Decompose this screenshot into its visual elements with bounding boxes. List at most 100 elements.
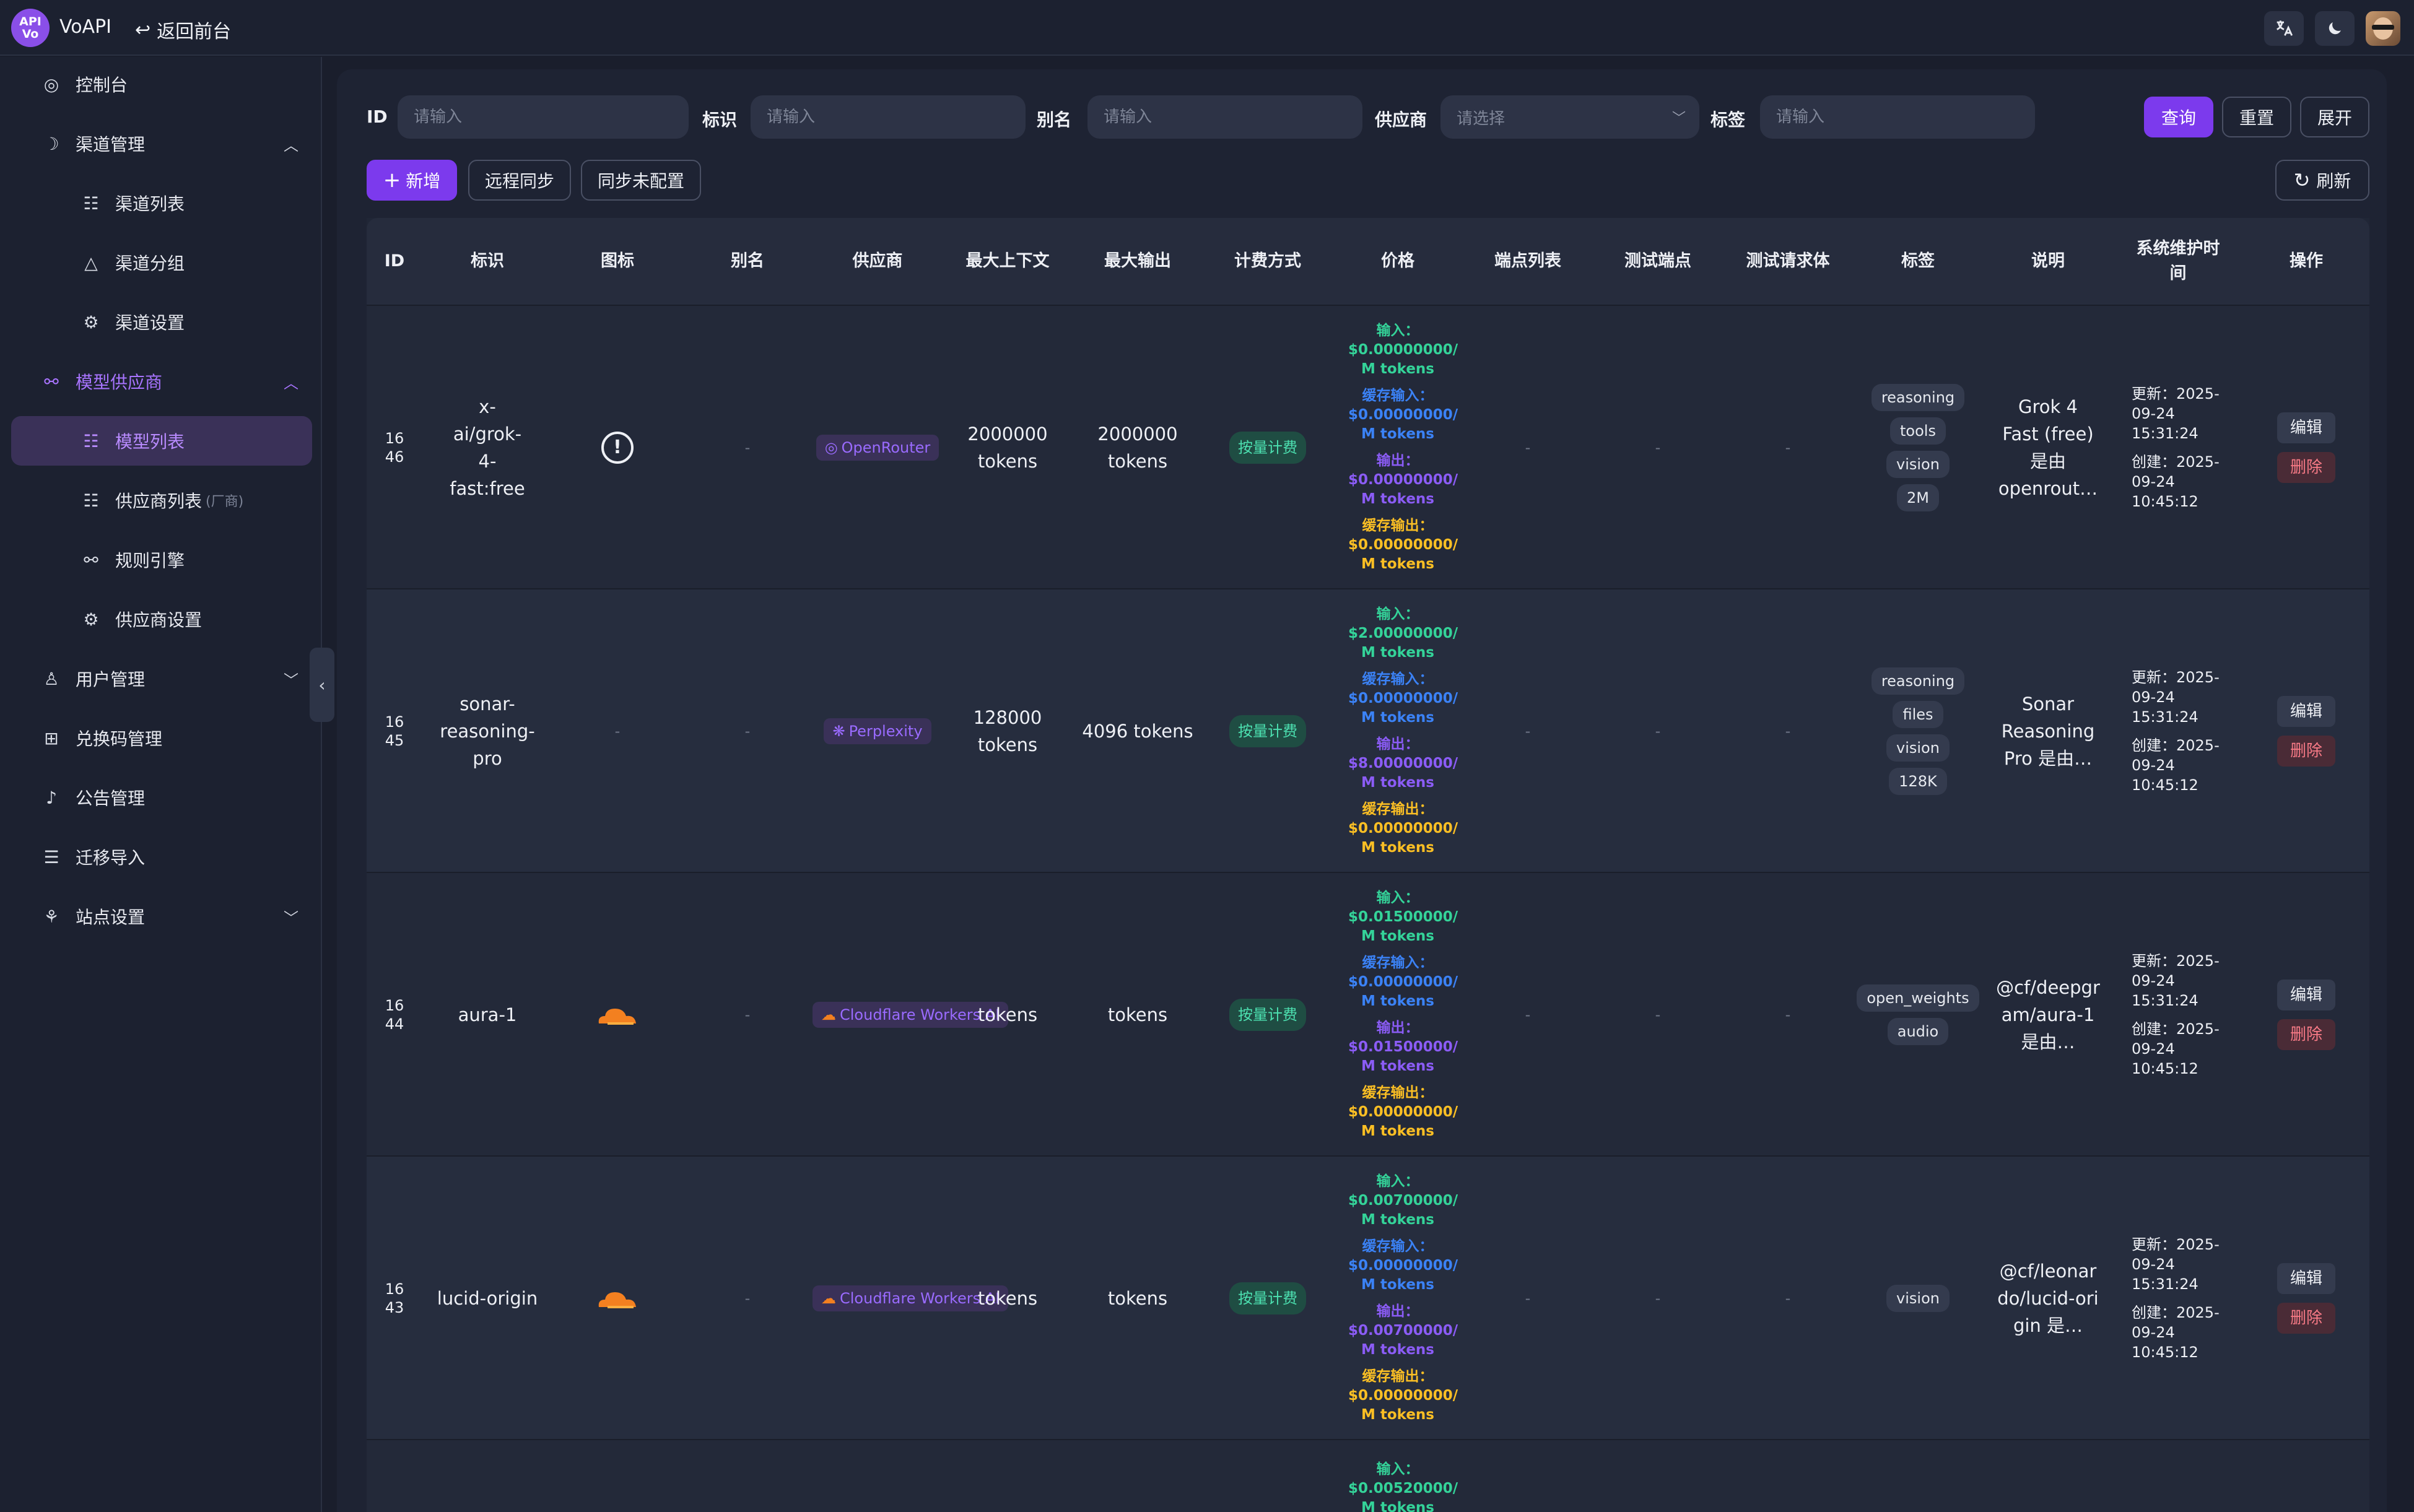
column-header[interactable]: 计费方式 — [1234, 251, 1301, 271]
add-button[interactable]: + 新增 — [367, 160, 457, 201]
column-header[interactable]: 系统维护时间 — [2136, 239, 2220, 283]
avatar[interactable] — [2366, 11, 2400, 46]
column-header[interactable]: ID — [384, 251, 405, 271]
openrouter-icon: ◎ — [824, 439, 838, 456]
column-header[interactable]: 标识 — [471, 251, 504, 271]
app-logo[interactable]: API Vo — [11, 9, 50, 47]
column-header[interactable]: 最大输出 — [1104, 251, 1171, 271]
sidebar-item-vendor-list[interactable]: ☷ 供应商列表 (厂商) — [11, 476, 312, 525]
cell-max-context: 128000 tokens — [973, 707, 1042, 755]
chevron-up-icon: ︿ — [284, 136, 298, 154]
delete-button[interactable]: 删除 — [2277, 736, 2335, 767]
delete-button[interactable]: 删除 — [2277, 452, 2335, 483]
cell-test-body: - — [1785, 1290, 1791, 1307]
tag-badge: 128K — [1889, 768, 1947, 795]
sidebar-item-model-list[interactable]: ☷ 模型列表 — [11, 416, 312, 466]
vendor-badge[interactable]: ☁ Cloudflare Workers AI — [813, 1285, 1009, 1311]
column-header[interactable]: 别名 — [731, 251, 764, 271]
filter-tag-input[interactable] — [1760, 95, 2035, 139]
cell-id: 16 43 — [385, 1280, 404, 1316]
column-header[interactable]: 端点列表 — [1494, 251, 1561, 271]
cell-actions: 编辑 删除 — [2243, 873, 2369, 1157]
filter-mark-label: 标识 — [702, 110, 738, 130]
sync-unconfigured-button[interactable]: 同步未配置 — [581, 160, 701, 201]
cell-test-body: - — [1785, 439, 1791, 456]
table-row: 16 45 sonar-reasoning-pro - - ❋ Perplexit… — [367, 588, 2369, 872]
cell-vendor: ☁ Cloudflare Workers AI — [813, 1157, 1009, 1440]
query-button[interactable]: 查询 — [2144, 97, 2213, 137]
column-header[interactable]: 最大上下文 — [965, 251, 1050, 271]
table-row: 16 43 lucid-origin - ☁ Cloudflare Workers… — [367, 1155, 2369, 1439]
reset-button[interactable]: 重置 — [2222, 97, 2291, 137]
edit-button[interactable]: 编辑 — [2277, 980, 2335, 1010]
cell-maintenance-time: 更新：2025-09-24 15:31:24 创建：2025-09-24 10:4… — [2132, 952, 2220, 1077]
site-icon: ⚘ — [43, 906, 59, 927]
edit-button[interactable]: 编辑 — [2277, 1263, 2335, 1294]
sidebar-item-user-management[interactable]: ♙ 用户管理 ﹀ — [11, 654, 312, 703]
sidebar-item-announcements[interactable]: ♪ 公告管理 — [11, 773, 312, 822]
column-header[interactable]: 测试请求体 — [1746, 251, 1830, 271]
delete-button[interactable]: 删除 — [2277, 1303, 2335, 1334]
sidebar-item-rule-engine[interactable]: ⚯ 规则引擎 — [11, 535, 312, 584]
cell-actions: 编辑 删除 — [2243, 1157, 2369, 1440]
filter-vendor-select[interactable]: 请选择 ﹀ — [1440, 95, 1699, 139]
column-header[interactable]: 操作 — [2290, 251, 2323, 271]
edit-button[interactable]: 编辑 — [2277, 412, 2335, 443]
tag-badge: vision — [1886, 734, 1950, 762]
sidebar-item-migration[interactable]: ☰ 迁移导入 — [11, 832, 312, 882]
vendor-badge[interactable]: ◎ OpenRouter — [816, 435, 939, 461]
cell-billing: 按量计费 — [1203, 589, 1333, 873]
sidebar-item-dashboard[interactable]: ◎ 控制台 — [11, 59, 312, 109]
vendor-badge[interactable]: ☁ Cloudflare Workers AI — [813, 1002, 1009, 1028]
tag-badge: audio — [1887, 1018, 1949, 1045]
sidebar-item-model-provider[interactable]: ⚯ 模型供应商 ︿ — [11, 357, 312, 406]
cell-price: 输入： $2.00000000/ M tokens 缓存输入： $0.0000000… — [1348, 606, 1458, 856]
billing-badge: 按量计费 — [1229, 715, 1306, 747]
channel-icon: ☽ — [43, 133, 59, 154]
filter-mark-input[interactable] — [751, 95, 1026, 139]
table-header: ID 标识 图标 别名 供应商 最大上下文 最大输出 计费方式 价格 端点列表 … — [367, 218, 2369, 305]
vendor-badge[interactable]: ❋ Perplexity — [824, 718, 931, 744]
translate-icon[interactable] — [2264, 11, 2304, 46]
cell-maintenance-time: 更新：2025-09-24 15:31:24 创建：2025-09-24 10:4… — [2132, 669, 2220, 794]
sidebar-item-channel-management[interactable]: ☽ 渠道管理 ︿ — [11, 119, 312, 168]
cell-id: 16 45 — [385, 713, 404, 749]
sidebar-item-channel-list[interactable]: ☷ 渠道列表 — [11, 178, 312, 228]
cell-vendor: ❋ Perplexity — [813, 589, 943, 873]
sidebar-item-site-settings[interactable]: ⚘ 站点设置 ﹀ — [11, 892, 312, 941]
column-header[interactable]: 图标 — [601, 251, 634, 271]
column-header[interactable]: 测试端点 — [1624, 251, 1691, 271]
filter-id-input[interactable] — [398, 95, 689, 139]
plus-icon: + — [383, 168, 401, 193]
column-header[interactable]: 说明 — [2031, 251, 2065, 271]
sidebar-item-channel-group[interactable]: △ 渠道分组 — [11, 238, 312, 287]
delete-button[interactable]: 删除 — [2277, 1019, 2335, 1050]
column-header[interactable]: 标签 — [1901, 251, 1935, 271]
cell-test-endpoint: - — [1655, 1290, 1661, 1307]
remote-sync-button[interactable]: 远程同步 — [468, 160, 571, 201]
cell-mark: sonar-reasoning-pro — [440, 693, 535, 769]
provider-icon: ⚯ — [44, 371, 59, 392]
moon-icon[interactable] — [2315, 11, 2355, 46]
sidebar-item-vendor-settings[interactable]: ⚙ 供应商设置 — [11, 594, 312, 644]
back-to-frontend-link[interactable]: ↩ 返回前台 — [135, 19, 232, 43]
cell-actions: 编辑 删除 — [2243, 306, 2369, 589]
cell-description: Sonar Reasoning Pro 是由… — [2001, 693, 2095, 769]
column-header[interactable]: 价格 — [1381, 251, 1414, 271]
sidebar-collapse-handle[interactable]: ‹ — [310, 648, 334, 722]
cell-icon: ! — [552, 306, 682, 589]
cell-tags: vision — [1853, 1157, 1983, 1440]
column-header[interactable]: 供应商 — [852, 251, 903, 271]
cell-mark: x-ai/grok-4-fast:free — [450, 396, 525, 499]
sidebar-item-channel-settings[interactable]: ⚙ 渠道设置 — [11, 297, 312, 347]
cell-icon: - — [614, 723, 621, 740]
filter-id-label: ID — [367, 106, 388, 127]
sidebar-item-redeem-code[interactable]: ⊞ 兑换码管理 — [11, 713, 312, 763]
app-name[interactable]: VoAPI — [59, 16, 112, 38]
expand-button[interactable]: 展开 — [2300, 97, 2369, 137]
filter-alias-input[interactable] — [1087, 95, 1362, 139]
edit-button[interactable]: 编辑 — [2277, 696, 2335, 727]
refresh-button[interactable]: ↻ 刷新 — [2275, 160, 2369, 201]
perplexity-icon: ❋ — [832, 723, 845, 740]
cell-icon — [552, 1157, 682, 1440]
